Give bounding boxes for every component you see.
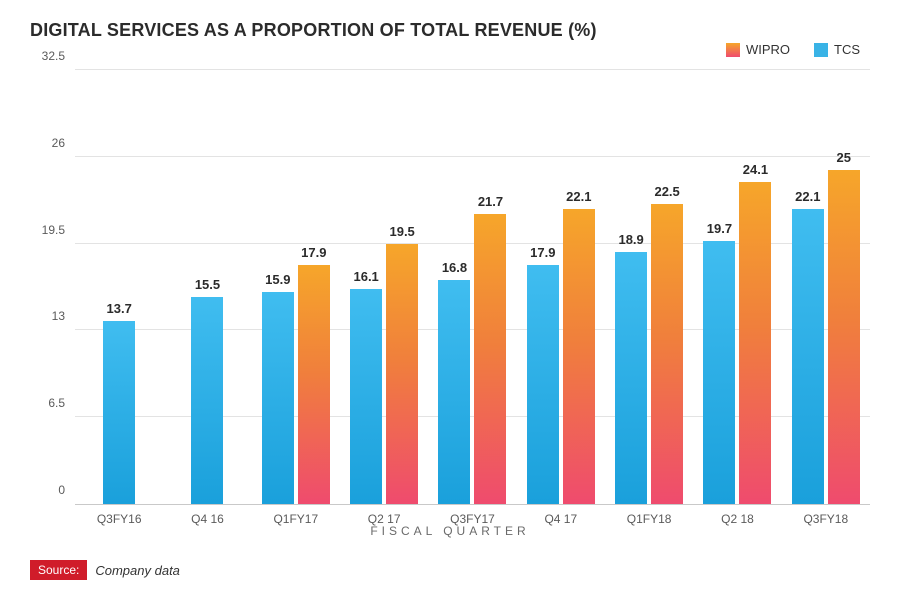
bar-tcs: 15.9 — [262, 292, 294, 504]
bar-value-label: 25 — [837, 150, 851, 165]
bar-wipro: 22.5 — [651, 204, 683, 504]
bar-group: 22.125Q3FY18 — [782, 70, 870, 504]
legend-swatch-wipro — [726, 43, 740, 57]
y-tick-label: 0 — [25, 483, 65, 497]
bar-group: 19.724.1Q2 18 — [693, 70, 781, 504]
bar-group: 15.917.9Q1FY17 — [252, 70, 340, 504]
bars: 15.5 — [163, 70, 251, 504]
bar-value-label: 21.7 — [478, 194, 503, 209]
bars: 13.7 — [75, 70, 163, 504]
y-tick-label: 26 — [25, 136, 65, 150]
legend: WIPRO TCS — [726, 42, 860, 57]
y-tick-label: 19.5 — [25, 223, 65, 237]
bar-wipro: 25 — [828, 170, 860, 504]
y-tick-label: 6.5 — [25, 396, 65, 410]
bar-wipro: 21.7 — [474, 214, 506, 504]
chart-title: DIGITAL SERVICES AS A PROPORTION OF TOTA… — [30, 20, 870, 41]
bars: 19.724.1 — [693, 70, 781, 504]
bar-tcs: 17.9 — [527, 265, 559, 504]
legend-label-wipro: WIPRO — [746, 42, 790, 57]
y-tick-label: 13 — [25, 309, 65, 323]
bar-value-label: 16.8 — [442, 260, 467, 275]
bars: 16.119.5 — [340, 70, 428, 504]
source-line: Source: Company data — [30, 560, 180, 580]
bar-group: 16.119.5Q2 17 — [340, 70, 428, 504]
bar-value-label: 17.9 — [530, 245, 555, 260]
bars: 16.821.7 — [428, 70, 516, 504]
bar-value-label: 18.9 — [618, 232, 643, 247]
y-tick-label: 32.5 — [25, 49, 65, 63]
source-text: Company data — [95, 563, 180, 578]
bar-tcs: 18.9 — [615, 252, 647, 504]
bar-wipro: 17.9 — [298, 265, 330, 504]
bar-value-label: 17.9 — [301, 245, 326, 260]
bar-value-label: 19.5 — [389, 224, 414, 239]
bar-value-label: 22.5 — [654, 184, 679, 199]
bar-group: 17.922.1Q4 17 — [517, 70, 605, 504]
bars: 22.125 — [782, 70, 870, 504]
bar-wipro: 24.1 — [739, 182, 771, 504]
bar-groups: 13.7Q3FY1615.5Q4 1615.917.9Q1FY1716.119.… — [75, 70, 870, 504]
bars: 15.917.9 — [252, 70, 340, 504]
bar-group: 18.922.5Q1FY18 — [605, 70, 693, 504]
bar-tcs: 15.5 — [191, 297, 223, 504]
bar-tcs: 16.8 — [438, 280, 470, 504]
legend-swatch-tcs — [814, 43, 828, 57]
bar-tcs: 13.7 — [103, 321, 135, 504]
bar-wipro: 19.5 — [386, 244, 418, 504]
bar-tcs: 19.7 — [703, 241, 735, 504]
bar-value-label: 19.7 — [707, 221, 732, 236]
bar-value-label: 15.5 — [195, 277, 220, 292]
bars: 18.922.5 — [605, 70, 693, 504]
bar-value-label: 15.9 — [265, 272, 290, 287]
bar-group: 16.821.7Q3FY17 — [428, 70, 516, 504]
bar-value-label: 24.1 — [743, 162, 768, 177]
bar-tcs: 22.1 — [792, 209, 824, 504]
source-badge: Source: — [30, 560, 87, 580]
legend-item-wipro: WIPRO — [726, 42, 790, 57]
bar-group: 13.7Q3FY16 — [75, 70, 163, 504]
legend-item-tcs: TCS — [814, 42, 860, 57]
bar-value-label: 22.1 — [566, 189, 591, 204]
bar-value-label: 22.1 — [795, 189, 820, 204]
bar-value-label: 13.7 — [107, 301, 132, 316]
bar-value-label: 16.1 — [353, 269, 378, 284]
bar-group: 15.5Q4 16 — [163, 70, 251, 504]
chart-area: 06.51319.52632.513.7Q3FY1615.5Q4 1615.91… — [75, 70, 870, 505]
legend-label-tcs: TCS — [834, 42, 860, 57]
bar-tcs: 16.1 — [350, 289, 382, 504]
bars: 17.922.1 — [517, 70, 605, 504]
x-axis-title: FISCAL QUARTER — [0, 524, 900, 538]
bar-wipro: 22.1 — [563, 209, 595, 504]
